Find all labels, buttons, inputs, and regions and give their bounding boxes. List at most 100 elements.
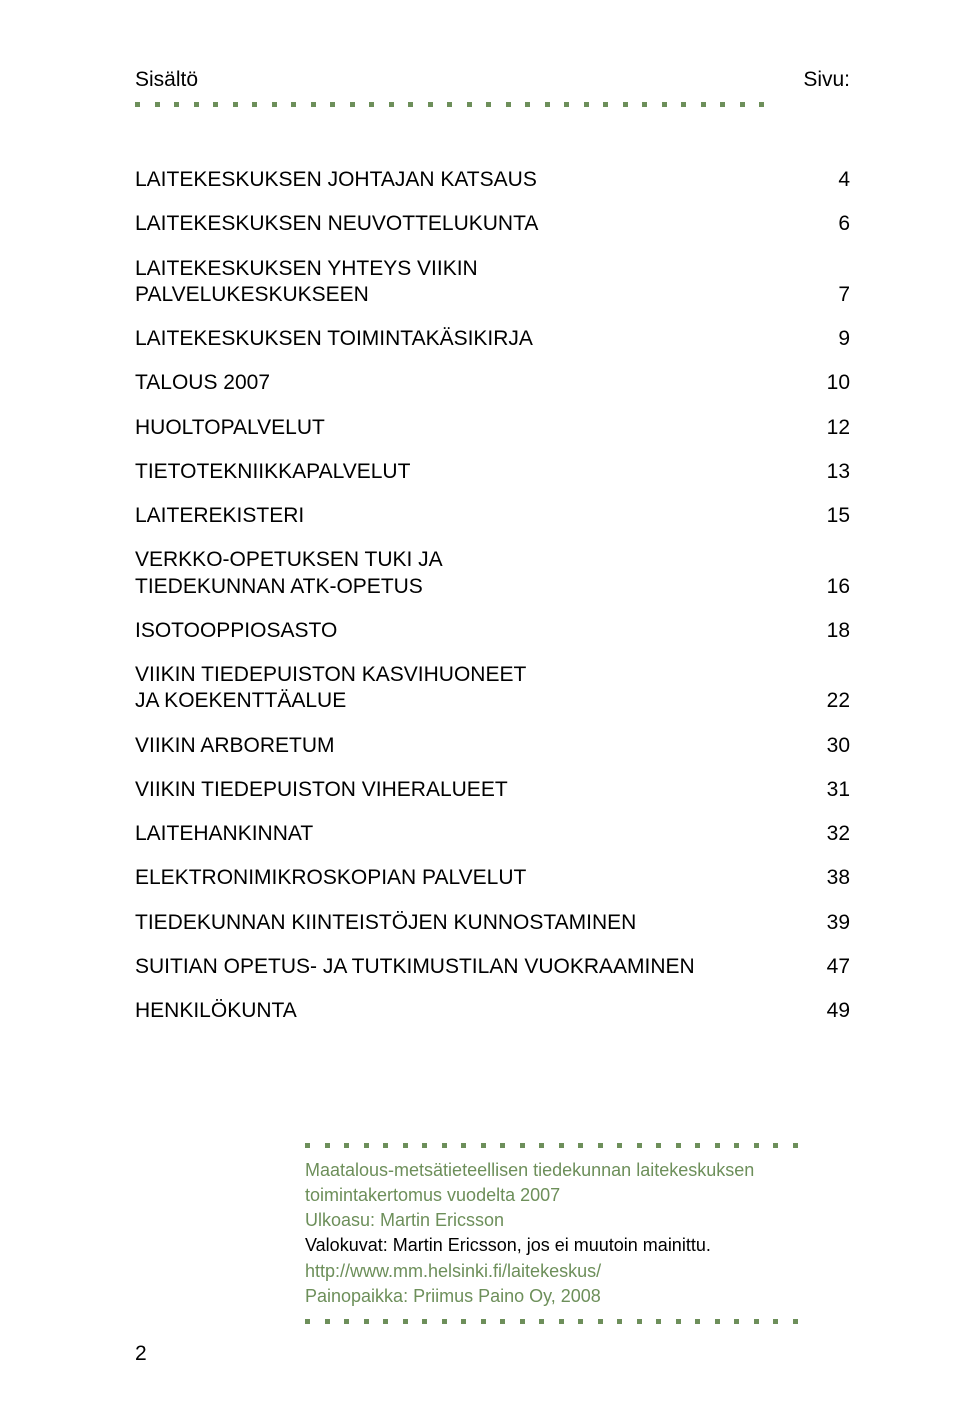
decorative-dot: [656, 1143, 661, 1148]
decorative-dot: [681, 102, 686, 107]
decorative-dot: [383, 1143, 388, 1148]
decorative-dot: [584, 102, 589, 107]
toc-page-number: 9: [838, 326, 850, 352]
toc-page-number: 12: [827, 415, 850, 441]
decorative-dot: [174, 102, 179, 107]
header-right: Sivu:: [803, 68, 850, 92]
toc-page-number: 32: [827, 821, 850, 847]
dot-divider-colophon-bottom: [305, 1319, 850, 1324]
toc-page-number: 18: [827, 618, 850, 644]
decorative-dot: [422, 1319, 427, 1324]
decorative-dot: [486, 102, 491, 107]
decorative-dot: [233, 102, 238, 107]
decorative-dot: [734, 1319, 739, 1324]
decorative-dot: [383, 1319, 388, 1324]
decorative-dot: [500, 1319, 505, 1324]
decorative-dot: [695, 1143, 700, 1148]
toc-page-number: 31: [827, 777, 850, 803]
decorative-dot: [539, 1319, 544, 1324]
decorative-dot: [676, 1143, 681, 1148]
decorative-dot: [637, 1319, 642, 1324]
toc-label: SUITIAN OPETUS- JA TUTKIMUSTILAN VUOKRAA…: [135, 954, 695, 980]
colophon-line: Valokuvat: Martin Ericsson, jos ei muuto…: [305, 1233, 850, 1258]
decorative-dot: [389, 102, 394, 107]
toc-row: LAITEKESKUKSEN JOHTAJAN KATSAUS4: [135, 167, 850, 193]
toc-label: VERKKO-OPETUKSEN TUKI JATIEDEKUNNAN ATK-…: [135, 547, 443, 600]
decorative-dot: [403, 1319, 408, 1324]
decorative-dot: [695, 1319, 700, 1324]
toc-row: VIIKIN ARBORETUM30: [135, 733, 850, 759]
decorative-dot: [793, 1319, 798, 1324]
decorative-dot: [408, 102, 413, 107]
toc-page-number: 38: [827, 865, 850, 891]
decorative-dot: [559, 1143, 564, 1148]
decorative-dot: [578, 1319, 583, 1324]
toc-label: ISOTOOPPIOSASTO: [135, 618, 337, 644]
toc-row: VIIKIN TIEDEPUISTON VIHERALUEET 31: [135, 777, 850, 803]
toc-label: VIIKIN TIEDEPUISTON VIHERALUEET: [135, 777, 508, 803]
decorative-dot: [662, 102, 667, 107]
decorative-dot: [506, 102, 511, 107]
toc-page-number: 47: [827, 954, 850, 980]
decorative-dot: [447, 102, 452, 107]
decorative-dot: [520, 1143, 525, 1148]
toc-row: VIIKIN TIEDEPUISTON KASVIHUONEETJA KOEKE…: [135, 662, 850, 715]
decorative-dot: [311, 102, 316, 107]
toc-row: HENKILÖKUNTA49: [135, 998, 850, 1024]
colophon-line: Ulkoasu: Martin Ericsson: [305, 1208, 850, 1233]
toc-page-number: 13: [827, 459, 850, 485]
toc-page-number: 6: [838, 211, 850, 237]
decorative-dot: [481, 1319, 486, 1324]
decorative-dot: [344, 1319, 349, 1324]
decorative-dot: [252, 102, 257, 107]
toc-page-number: 15: [827, 503, 850, 529]
colophon-line: Maatalous-metsätieteellisen tiedekunnan …: [305, 1158, 850, 1183]
toc-row: TALOUS 200710: [135, 370, 850, 396]
decorative-dot: [545, 102, 550, 107]
decorative-dot: [481, 1143, 486, 1148]
toc-row: SUITIAN OPETUS- JA TUTKIMUSTILAN VUOKRAA…: [135, 954, 850, 980]
toc-page-number: 30: [827, 733, 850, 759]
decorative-dot: [369, 102, 374, 107]
toc-label: TALOUS 2007: [135, 370, 270, 396]
decorative-dot: [467, 102, 472, 107]
decorative-dot: [213, 102, 218, 107]
decorative-dot: [617, 1319, 622, 1324]
decorative-dot: [759, 102, 764, 107]
decorative-dot: [578, 1143, 583, 1148]
decorative-dot: [623, 102, 628, 107]
decorative-dot: [598, 1319, 603, 1324]
decorative-dot: [422, 1143, 427, 1148]
decorative-dot: [350, 102, 355, 107]
decorative-dot: [598, 1143, 603, 1148]
colophon-line: toimintakertomus vuodelta 2007: [305, 1183, 850, 1208]
toc-label: LAITEKESKUKSEN JOHTAJAN KATSAUS: [135, 167, 537, 193]
dot-divider-top: [135, 102, 850, 107]
decorative-dot: [734, 1143, 739, 1148]
colophon-block: Maatalous-metsätieteellisen tiedekunnan …: [135, 1143, 850, 1366]
decorative-dot: [720, 102, 725, 107]
colophon-line: Painopaikka: Priimus Paino Oy, 2008: [305, 1284, 850, 1309]
decorative-dot: [603, 102, 608, 107]
decorative-dot: [715, 1143, 720, 1148]
decorative-dot: [676, 1319, 681, 1324]
toc-row: LAITEHANKINNAT 32: [135, 821, 850, 847]
toc-row: LAITEKESKUKSEN YHTEYS VIIKINPALVELUKESKU…: [135, 256, 850, 309]
decorative-dot: [325, 1319, 330, 1324]
toc-row: TIETOTEKNIIKKAPALVELUT13: [135, 459, 850, 485]
toc-label: LAITEKESKUKSEN NEUVOTTELUKUNTA: [135, 211, 538, 237]
decorative-dot: [442, 1143, 447, 1148]
toc-label: HUOLTOPALVELUT: [135, 415, 325, 441]
decorative-dot: [701, 102, 706, 107]
decorative-dot: [642, 102, 647, 107]
decorative-dot: [559, 1319, 564, 1324]
toc-row: ISOTOOPPIOSASTO 18: [135, 618, 850, 644]
dot-divider-colophon-top: [305, 1143, 850, 1148]
toc-row: LAITEREKISTERI15: [135, 503, 850, 529]
decorative-dot: [500, 1143, 505, 1148]
decorative-dot: [344, 1143, 349, 1148]
decorative-dot: [330, 102, 335, 107]
toc-label: ELEKTRONIMIKROSKOPIAN PALVELUT: [135, 865, 526, 891]
toc-label: LAITEHANKINNAT: [135, 821, 313, 847]
decorative-dot: [325, 1143, 330, 1148]
